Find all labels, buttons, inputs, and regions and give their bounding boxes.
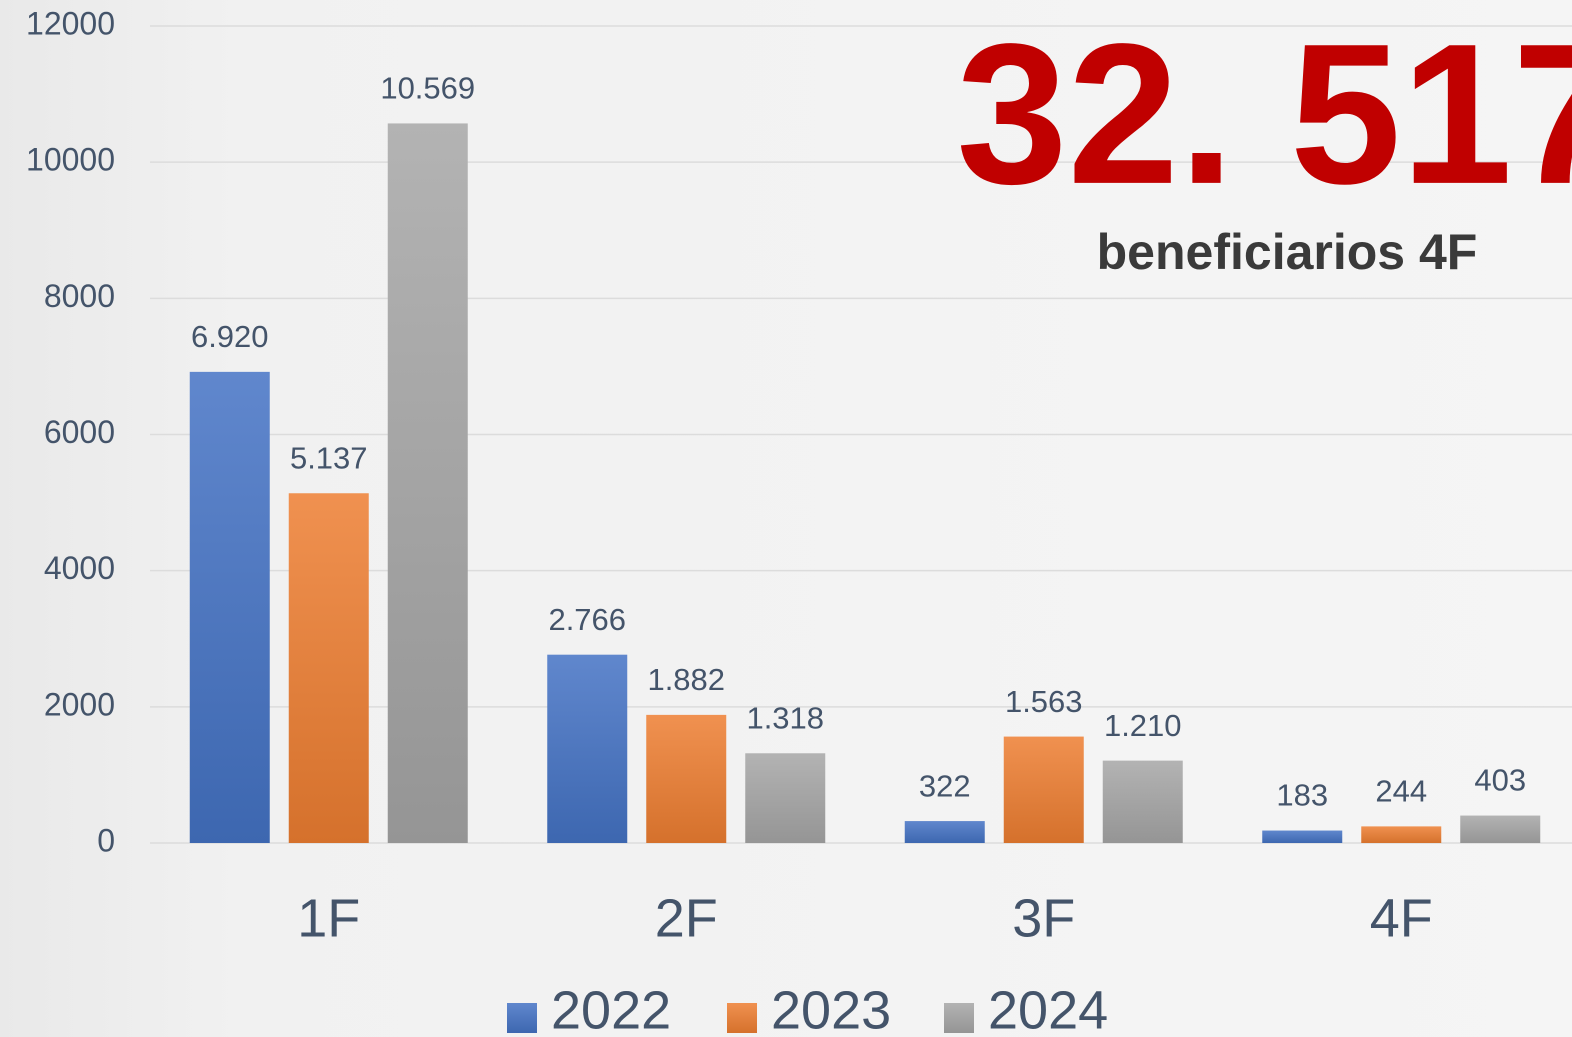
value-label: 183 — [1276, 778, 1328, 813]
value-label: 10.569 — [380, 71, 475, 106]
legend-label: 2022 — [551, 980, 671, 1037]
bar — [189, 371, 270, 843]
value-label: 6.920 — [191, 319, 269, 354]
bar — [745, 753, 826, 843]
x-tick-label: 2F — [655, 888, 718, 948]
value-label: 322 — [919, 768, 971, 803]
value-label: 1.563 — [1005, 684, 1083, 719]
headline-number: 32. 517 — [956, 3, 1572, 226]
bar — [646, 714, 727, 843]
y-tick-label: 10000 — [26, 142, 115, 178]
value-label: 1.210 — [1104, 708, 1182, 743]
bar — [1003, 736, 1084, 843]
y-tick-label: 2000 — [44, 686, 115, 722]
value-label: 403 — [1474, 763, 1526, 798]
value-label: 1.318 — [746, 700, 824, 735]
value-label: 1.882 — [647, 662, 725, 697]
x-tick-label: 1F — [297, 888, 360, 948]
bar — [1102, 760, 1183, 843]
bar — [387, 123, 468, 843]
bar — [904, 821, 985, 843]
x-tick-label: 4F — [1370, 888, 1433, 948]
legend-swatch — [507, 1003, 537, 1033]
bar — [1361, 826, 1442, 843]
value-label: 244 — [1375, 774, 1427, 809]
legend-swatch — [944, 1003, 974, 1033]
value-label: 5.137 — [290, 440, 368, 475]
y-tick-label: 0 — [97, 822, 115, 858]
y-tick-label: 6000 — [44, 414, 115, 450]
bar — [288, 493, 369, 843]
y-tick-label: 8000 — [44, 278, 115, 314]
headline-caption: beneficiarios 4F — [1097, 224, 1478, 280]
legend-swatch — [727, 1003, 757, 1033]
bar — [1460, 815, 1541, 843]
y-tick-label: 12000 — [26, 5, 115, 41]
legend-label: 2024 — [988, 980, 1108, 1037]
bar — [1262, 830, 1343, 843]
bar — [547, 654, 628, 843]
y-tick-label: 4000 — [44, 550, 115, 586]
x-tick-label: 3F — [1012, 888, 1075, 948]
legend-label: 2023 — [771, 980, 891, 1037]
value-label: 2.766 — [548, 602, 626, 637]
